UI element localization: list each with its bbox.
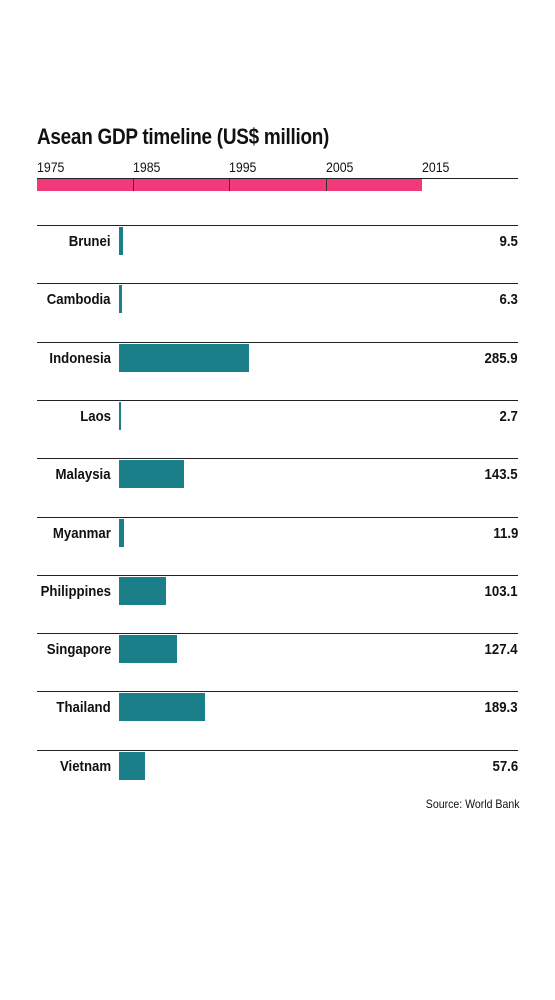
bar bbox=[119, 635, 177, 664]
data-label: 2.7 bbox=[499, 407, 518, 425]
category-label: Laos bbox=[80, 407, 111, 425]
data-label: 9.5 bbox=[499, 233, 518, 250]
category-label: Vietnam bbox=[59, 757, 111, 775]
data-label: 103.1 bbox=[484, 582, 518, 600]
chart-row: Vietnam 57.6 bbox=[37, 749, 518, 809]
data-label: 6.3 bbox=[499, 291, 518, 309]
bar bbox=[119, 460, 185, 489]
chart-row: Laos 2.7 bbox=[37, 399, 518, 459]
bar bbox=[119, 751, 146, 780]
timeline-year-label: 1985 bbox=[133, 159, 161, 175]
timeline: 1975 1985 1995 2005 2015 bbox=[0, 0, 555, 200]
category-label: Indonesia bbox=[49, 349, 111, 367]
category-label: Philippines bbox=[40, 582, 111, 600]
category-label: Singapore bbox=[46, 641, 111, 659]
timeline-year-label: 1975 bbox=[37, 159, 65, 175]
timeline-year-label: 2005 bbox=[325, 159, 354, 175]
data-label: 189.3 bbox=[484, 699, 518, 717]
bar bbox=[119, 518, 125, 547]
chart-row: Brunei 9.5 bbox=[37, 225, 518, 284]
timeline-tick bbox=[229, 179, 231, 191]
timeline-year-label: 1995 bbox=[229, 159, 257, 175]
data-label: 143.5 bbox=[484, 466, 518, 484]
bar bbox=[119, 693, 205, 722]
chart-row: Myanmar 11.9 bbox=[37, 516, 518, 576]
chart-row: Thailand 189.3 bbox=[37, 691, 518, 750]
chart-row: Cambodia 6.3 bbox=[37, 283, 518, 342]
chart-row: Indonesia 285.9 bbox=[37, 341, 518, 401]
data-label: 285.9 bbox=[484, 349, 518, 367]
chart-row: Singapore 127.4 bbox=[37, 633, 518, 692]
bar bbox=[119, 343, 249, 372]
data-label: 127.4 bbox=[484, 641, 518, 659]
timeline-axis-line bbox=[37, 178, 518, 179]
bar bbox=[119, 576, 166, 605]
bar bbox=[119, 227, 124, 255]
source-note: Source: World Bank bbox=[425, 797, 519, 811]
bar bbox=[119, 285, 122, 314]
chart-title: Asean GDP timeline (US$ million) bbox=[37, 124, 330, 149]
data-label: 11.9 bbox=[493, 524, 518, 542]
chart-row: Philippines 103.1 bbox=[37, 574, 518, 634]
timeline-year-label: 2015 bbox=[421, 159, 450, 175]
timeline-tick bbox=[133, 179, 135, 191]
category-label: Cambodia bbox=[47, 291, 111, 309]
category-label: Malaysia bbox=[55, 466, 111, 484]
category-label: Brunei bbox=[69, 233, 111, 250]
bar bbox=[119, 401, 121, 430]
category-label: Thailand bbox=[56, 699, 111, 717]
data-label: 57.6 bbox=[492, 757, 518, 775]
chart-row: Malaysia 143.5 bbox=[37, 458, 518, 517]
timeline-tick bbox=[325, 179, 327, 191]
category-label: Myanmar bbox=[53, 524, 111, 542]
